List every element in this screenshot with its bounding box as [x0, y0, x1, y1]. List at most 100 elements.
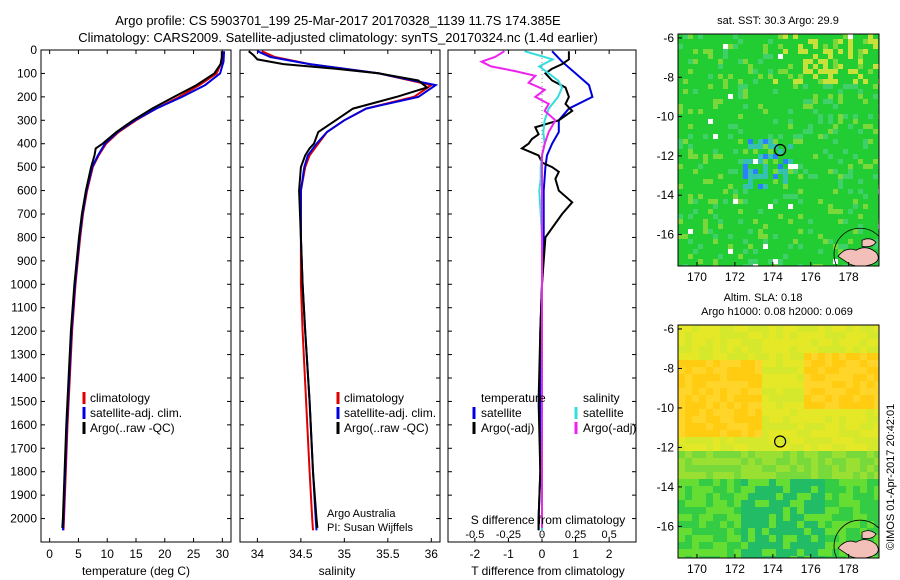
map-cell [713, 209, 719, 215]
map-cell [763, 214, 769, 220]
map-cell [863, 54, 869, 60]
map-cell [788, 34, 794, 40]
map-cell [853, 134, 859, 140]
map-cell [755, 444, 763, 452]
map-cell [753, 189, 759, 195]
map-cell [762, 472, 770, 480]
map-cell [790, 360, 798, 368]
map-cell [797, 549, 805, 557]
x-tick-label: 1 [572, 547, 579, 561]
map-cell [708, 109, 714, 115]
map-cell [838, 54, 844, 60]
salinity-axes: 34 34.5 35 35.5 36 [240, 49, 440, 561]
map-cell [828, 259, 834, 265]
map-cell [763, 194, 769, 200]
x-tick-label: -2 [470, 547, 481, 561]
map-cell [706, 486, 714, 494]
map-cell [783, 500, 791, 508]
map-cell [839, 325, 847, 333]
map-cell [706, 556, 714, 558]
map-cell [783, 104, 789, 110]
map-cell [703, 224, 709, 230]
map-cell [808, 39, 814, 45]
map-cell [793, 64, 799, 70]
map-cell [698, 99, 704, 105]
map-cell [748, 332, 756, 340]
map-cell [788, 234, 794, 240]
map-cell [748, 409, 756, 417]
map-cell [832, 381, 840, 389]
map-cell [698, 184, 704, 190]
map-cell [678, 472, 686, 480]
map-cell [843, 179, 849, 185]
map-cell [703, 129, 709, 135]
map-cell [748, 556, 756, 558]
map-cell [813, 124, 819, 130]
map-cell [688, 154, 694, 160]
map-cell [753, 64, 759, 70]
map-cell [693, 164, 699, 170]
map-cell [863, 119, 869, 125]
map-cell [748, 34, 754, 40]
map-cell [818, 239, 824, 245]
map-cell [778, 134, 784, 140]
map-cell [720, 479, 728, 487]
map-cell [828, 249, 834, 255]
map-cell [846, 381, 854, 389]
map-cell [713, 59, 719, 65]
map-cell [763, 94, 769, 100]
map-cell [708, 219, 714, 225]
map-cell [703, 139, 709, 145]
map-cell [811, 402, 819, 410]
map-cell [783, 346, 791, 354]
map-cell [839, 486, 847, 494]
map-cell [783, 114, 789, 120]
map-cell [758, 129, 764, 135]
map-cell [793, 249, 799, 255]
map-cell [863, 124, 869, 130]
map-cell [825, 430, 833, 438]
map-cell [723, 264, 729, 266]
map-cell [753, 124, 759, 130]
map-cell [706, 479, 714, 487]
map-cell [783, 549, 791, 557]
map-cell [773, 74, 779, 80]
map-cell [853, 104, 859, 110]
map-cell [783, 184, 789, 190]
map-cell [743, 74, 749, 80]
map-cell [832, 493, 840, 501]
map-cell [713, 64, 719, 70]
map-cell [685, 388, 693, 396]
map-cell [828, 99, 834, 105]
map-cell [863, 104, 869, 110]
map-cell [763, 74, 769, 80]
map-cell [848, 64, 854, 70]
map-cell [863, 44, 869, 50]
map-cell [728, 199, 734, 205]
map-cell [797, 332, 805, 340]
map-cell [692, 479, 700, 487]
map-cell [755, 409, 763, 417]
map-cell [718, 34, 724, 40]
map-cell [727, 346, 735, 354]
map-cell [858, 119, 864, 125]
map-cell [743, 204, 749, 210]
map-cell [803, 94, 809, 100]
map-cell [728, 219, 734, 225]
map-cell [748, 149, 754, 155]
map-cell [685, 500, 693, 508]
map-cell [790, 486, 798, 494]
map-cell [692, 339, 700, 347]
map-cell [783, 209, 789, 215]
map-cell [738, 94, 744, 100]
map-cell [741, 556, 749, 558]
map-cell [818, 346, 826, 354]
map-cell [783, 444, 791, 452]
map-cell [858, 204, 864, 210]
map-cell [823, 104, 829, 110]
map-cell [706, 514, 714, 522]
map-cell [848, 149, 854, 155]
map-cell [833, 254, 839, 260]
map-cell [790, 423, 798, 431]
map-cell [728, 129, 734, 135]
